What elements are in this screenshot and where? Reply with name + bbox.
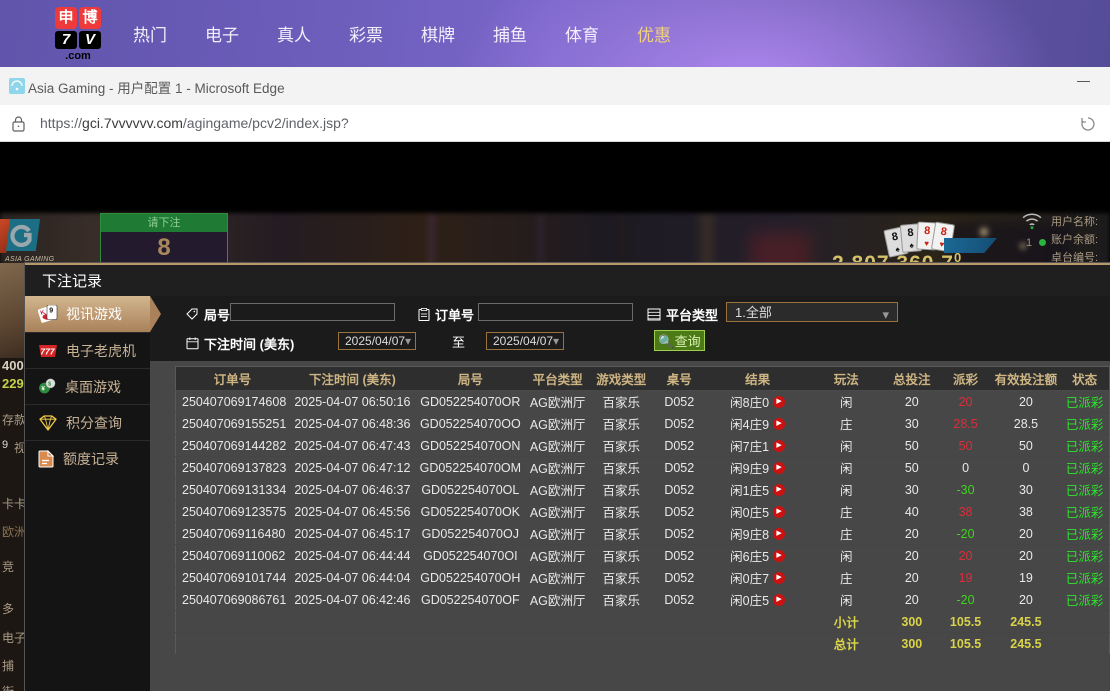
svg-text:$: $ xyxy=(48,381,51,387)
svg-text:9: 9 xyxy=(49,307,53,314)
svg-text:777: 777 xyxy=(40,346,55,356)
svg-text:¥: ¥ xyxy=(41,385,45,392)
